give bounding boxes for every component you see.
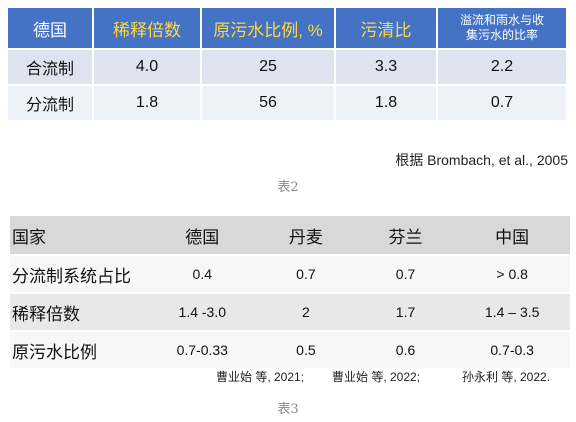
table-cell: 0.7 (356, 254, 455, 293)
table-cell: 1.7 (356, 292, 455, 331)
table-cell: 0.7 (438, 86, 566, 120)
table-row: 原污水比例 0.7-0.33 0.5 0.6 0.7-0.3 (10, 330, 570, 368)
table-cell: 分流制 (8, 86, 92, 120)
header-cell-raw-sewage-ratio: 原污水比例, % (202, 8, 334, 48)
table-cell: 4.0 (94, 50, 200, 84)
table-cell: 25 (202, 50, 334, 84)
header-cell-country: 德国 (8, 8, 92, 48)
table-cell: 0.5 (255, 330, 357, 368)
caption-table2: 表2 (277, 180, 299, 195)
table-cell: 0.6 (356, 330, 455, 368)
row-label: 稀释倍数 (10, 292, 150, 331)
table-cell: 0.7-0.33 (149, 330, 256, 368)
header-cell: 中国 (454, 214, 570, 255)
caption-table3: 表3 (277, 402, 299, 417)
table-cell: 1.8 (94, 86, 200, 120)
table-cell: 2 (255, 292, 357, 331)
table-cell: 0.7 (255, 254, 357, 293)
table-dilution-germany: 德国 稀释倍数 原污水比例, % 污清比 溢流和雨水与收 集污水的比率 合流制 … (6, 6, 568, 122)
row-label: 原污水比例 (10, 330, 150, 368)
citation-2021: 曹业始 等, 2021; (216, 370, 305, 384)
row-label: 分流制系统占比 (10, 254, 150, 293)
header-cell: 芬兰 (356, 214, 455, 255)
table-cell: 1.4 -3.0 (149, 292, 256, 331)
table-cell: 56 (202, 86, 334, 120)
header-cell: 丹麦 (255, 214, 357, 255)
table-cell: > 0.8 (454, 254, 570, 293)
table-cell: 1.4 – 3.5 (454, 292, 570, 331)
header-line-1: 溢流和雨水与收 (459, 13, 544, 27)
table-cell: 0.7-0.3 (454, 330, 570, 368)
table-cell: 3.3 (336, 50, 436, 84)
table-row: 稀释倍数 1.4 -3.0 2 1.7 1.4 – 3.5 (10, 292, 570, 331)
table-cell: 1.8 (336, 86, 436, 120)
citation-2022: 曹业始 等, 2022; (332, 370, 421, 384)
table-country-comparison: 国家 德国 丹麦 芬兰 中国 分流制系统占比 0.4 0.7 0.7 > 0.8… (10, 214, 570, 368)
header-cell: 德国 (149, 214, 256, 255)
table-cell: 合流制 (8, 50, 92, 84)
table-cell: 0.4 (149, 254, 256, 293)
citation-table2: 根据 Brombach, et al., 2005 (395, 152, 568, 168)
header-cell: 国家 (10, 214, 150, 255)
table-row: 合流制 4.0 25 3.3 2.2 (8, 50, 566, 84)
header-cell-overflow-ratio: 溢流和雨水与收 集污水的比率 (438, 8, 566, 48)
table-row: 分流制系统占比 0.4 0.7 0.7 > 0.8 (10, 254, 570, 293)
header-cell-sewage-clean-ratio: 污清比 (336, 8, 436, 48)
header-line-2: 集污水的比率 (465, 28, 538, 42)
table-header-row: 德国 稀释倍数 原污水比例, % 污清比 溢流和雨水与收 集污水的比率 (8, 8, 566, 48)
citation-sun-2022: 孙永利 等, 2022. (462, 370, 551, 384)
table-header-row: 国家 德国 丹麦 芬兰 中国 (10, 214, 570, 255)
header-cell-dilution: 稀释倍数 (94, 8, 200, 48)
table-row: 分流制 1.8 56 1.8 0.7 (8, 86, 566, 120)
table-cell: 2.2 (438, 50, 566, 84)
